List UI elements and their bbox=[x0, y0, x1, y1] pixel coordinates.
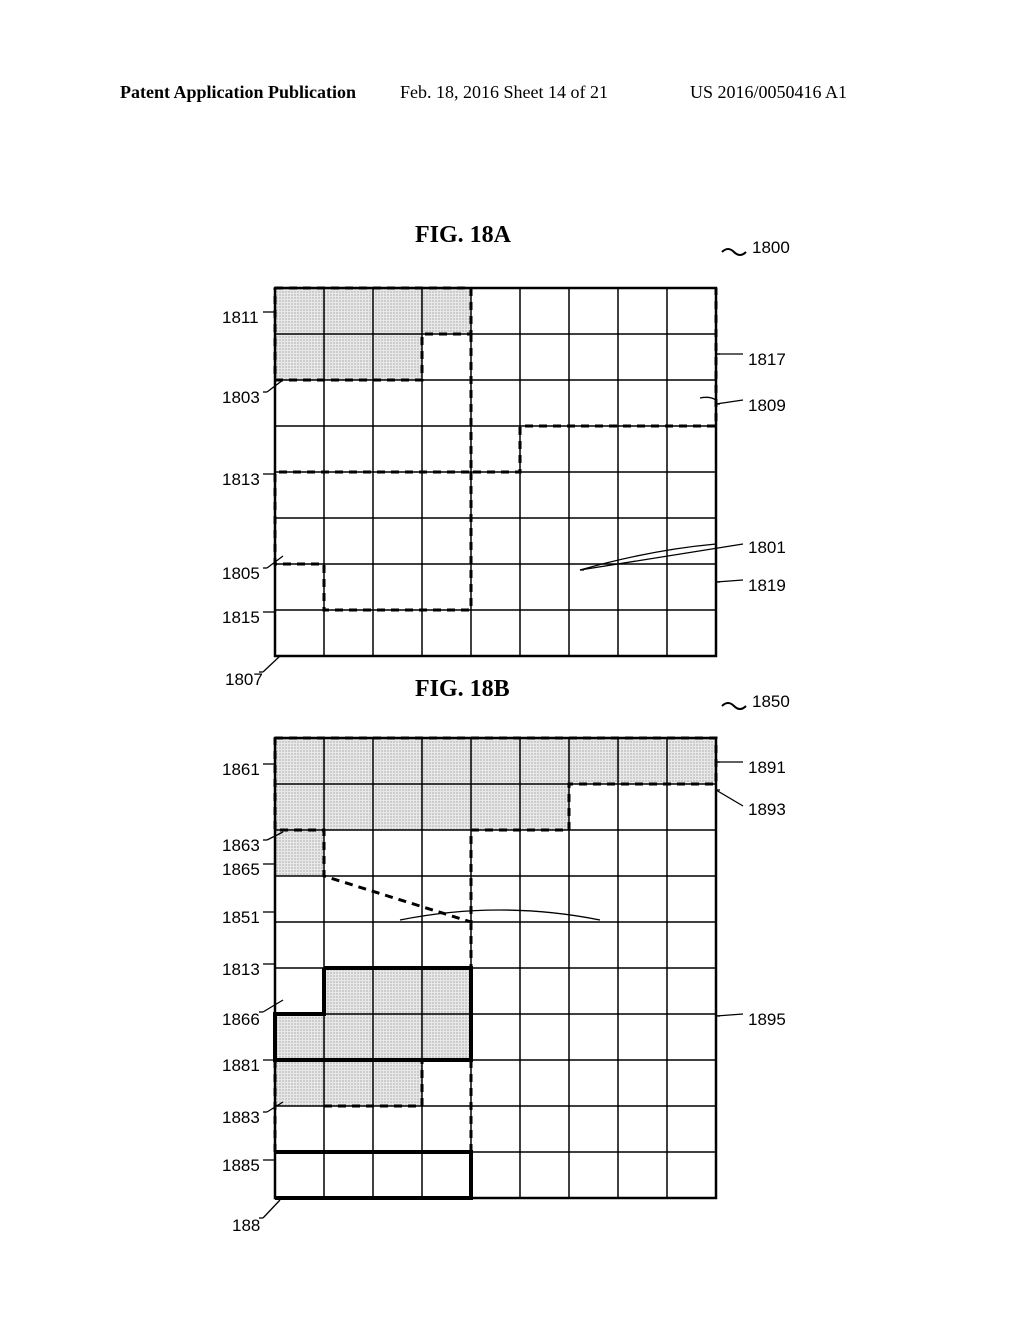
ref-label-1817: 1817 bbox=[748, 350, 786, 370]
ref-label-1807: 1807 bbox=[225, 670, 263, 690]
ref-label-1813: 1813 bbox=[222, 960, 260, 980]
ref-label-1881: 1881 bbox=[222, 1056, 260, 1076]
ref-label-1815: 1815 bbox=[222, 608, 260, 628]
ref-label-1883: 1883 bbox=[222, 1108, 260, 1128]
ref-label-1811: 1811 bbox=[222, 308, 259, 328]
ref-label-1803: 1803 bbox=[222, 388, 260, 408]
ref-label-1891: 1891 bbox=[748, 758, 786, 778]
ref-label-1895: 1895 bbox=[748, 1010, 786, 1030]
ref-label-188: 188 bbox=[232, 1216, 260, 1236]
ref-label-1865: 1865 bbox=[222, 860, 260, 880]
ref-label-1805: 1805 bbox=[222, 564, 260, 584]
ref-label-1861: 1861 bbox=[222, 760, 260, 780]
page: Patent Application Publication Feb. 18, … bbox=[0, 0, 1024, 1320]
diagram-canvas bbox=[0, 0, 1024, 1320]
ref-label-1851: 1851 bbox=[222, 908, 260, 928]
ref-label-1813: 1813 bbox=[222, 470, 260, 490]
ref-label-1863: 1863 bbox=[222, 836, 260, 856]
ref-label-1819: 1819 bbox=[748, 576, 786, 596]
ref-label-1809: 1809 bbox=[748, 396, 786, 416]
ref-label-1866: 1866 bbox=[222, 1010, 260, 1030]
ref-label-1893: 1893 bbox=[748, 800, 786, 820]
ref-label-1801: 1801 bbox=[748, 538, 786, 558]
ref-label-1885: 1885 bbox=[222, 1156, 260, 1176]
